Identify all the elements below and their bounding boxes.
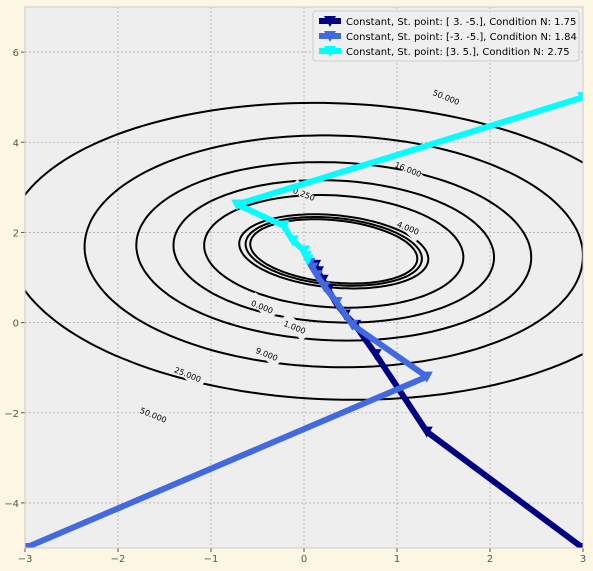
legend-entry: Constant, St. point: [-3. -5.], Conditio…: [346, 32, 577, 43]
y-tick-label: 2: [13, 228, 19, 239]
x-tick-label: −3: [18, 554, 33, 565]
y-tick-label: 4: [13, 138, 19, 149]
x-tick-label: −2: [111, 554, 126, 565]
x-tick-label: 3: [580, 554, 586, 565]
y-tick-label: 6: [13, 48, 19, 59]
y-tick-label: −2: [4, 409, 19, 420]
legend-entry: Constant, St. point: [3. 5.], Condition …: [346, 47, 570, 58]
x-tick-label: 0: [301, 554, 307, 565]
legend: Constant, St. point: [ 3. -5.], Conditio…: [313, 11, 579, 61]
x-tick-label: −1: [204, 554, 219, 565]
y-tick-label: 0: [13, 319, 19, 330]
x-tick-label: 2: [487, 554, 493, 565]
x-tick-label: 1: [394, 554, 400, 565]
legend-entry: Constant, St. point: [ 3. -5.], Conditio…: [346, 17, 576, 28]
y-tick-label: −4: [4, 499, 19, 510]
